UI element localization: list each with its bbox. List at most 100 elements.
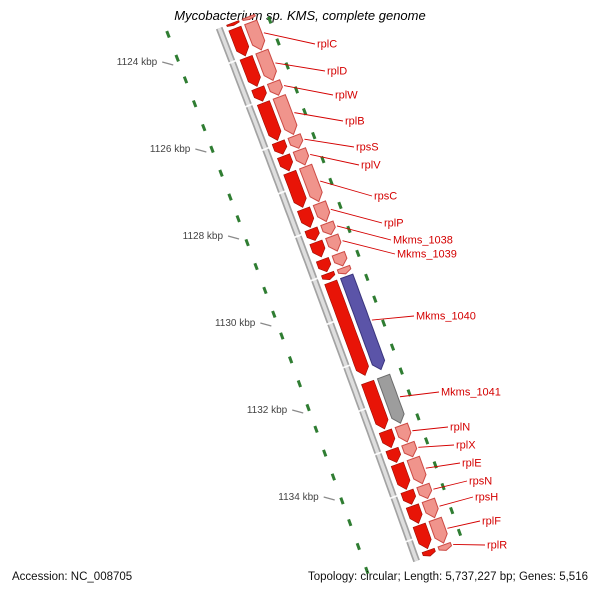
scale-tick-label: 1130 kbp — [215, 318, 256, 329]
gene-arrow-inner-cds-11[interactable] — [315, 257, 332, 273]
gene-arrow-outer-rpsS[interactable] — [287, 133, 304, 149]
gene-arrow-inner-rplW[interactable] — [251, 85, 267, 102]
gene-arrow-outer-rplW[interactable] — [266, 79, 283, 96]
scale-tick — [323, 496, 335, 501]
gene-label-Mkms_1039[interactable]: Mkms_1039 — [397, 249, 457, 261]
gene-arrow-inner-cds-0[interactable] — [226, 20, 240, 27]
gene-arrow-inner-rplC[interactable] — [228, 25, 250, 57]
gene-arrow-outer-rpsN[interactable] — [416, 482, 433, 500]
gene-arrow-outer-rplX[interactable] — [401, 440, 418, 458]
feature-tick-left — [288, 356, 294, 364]
gene-arrow-inner-rplP[interactable] — [297, 206, 315, 228]
gene-leader-rpsC — [320, 180, 373, 197]
gene-arrow-outer-cds-12[interactable] — [336, 264, 352, 275]
gene-arrow-outer-Mkms_1038[interactable] — [320, 220, 336, 236]
gene-arrow-inner-Mkms_1040[interactable] — [324, 279, 369, 376]
gene-label-Mkms_1041[interactable]: Mkms_1041 — [441, 387, 501, 399]
kbp-notch — [310, 277, 319, 282]
feature-tick-right — [372, 295, 378, 303]
gene-arrow-inner-rplB[interactable] — [256, 100, 282, 141]
gene-arrow-outer-rplV[interactable] — [292, 147, 310, 166]
gene-arrow-inner-rpsH[interactable] — [405, 503, 423, 524]
scale-tick-label: 1124 kbp — [117, 57, 158, 68]
gene-arrow-outer-Mkms_1040[interactable] — [339, 273, 386, 371]
gene-arrow-inner-rplD[interactable] — [239, 55, 261, 87]
gene-leader-rplD — [275, 62, 326, 72]
gene-leader-rplE — [425, 462, 461, 469]
gene-arrow-outer-rpsH[interactable] — [421, 497, 439, 519]
feature-tick-left — [165, 30, 171, 39]
kbp-notch — [244, 103, 253, 108]
gene-leader-rpsN — [433, 480, 468, 490]
feature-tick-left — [253, 262, 259, 271]
feature-tick-left — [271, 310, 277, 319]
gene-arrow-inner-cds-12[interactable] — [321, 270, 336, 281]
gene-arrow-inner-rpsC[interactable] — [283, 169, 307, 208]
feature-tick-left — [330, 473, 336, 481]
scale-tick-label: 1126 kbp — [150, 144, 191, 155]
feature-tick-left — [313, 425, 319, 434]
gene-arrow-outer-cds-11[interactable] — [331, 250, 348, 267]
gene-label-rplE[interactable]: rplE — [462, 458, 482, 470]
gene-arrow-inner-rplX[interactable] — [385, 446, 402, 463]
gene-label-rpsH[interactable]: rpsH — [475, 492, 498, 504]
gene-arrow-outer-rplR[interactable] — [437, 541, 453, 551]
gene-arrow-inner-Mkms_1038[interactable] — [304, 226, 320, 241]
feature-tick-left — [218, 169, 224, 177]
feature-tick-right — [381, 319, 387, 327]
kbp-notch — [294, 233, 303, 239]
gene-label-rplR[interactable]: rplR — [487, 540, 507, 552]
gene-label-rplX[interactable]: rplX — [456, 440, 476, 452]
gene-arrow-inner-rplF[interactable] — [412, 522, 432, 550]
gene-label-rpsN[interactable]: rpsN — [469, 476, 492, 488]
gene-label-Mkms_1038[interactable]: Mkms_1038 — [393, 235, 453, 247]
gene-leader-rplN — [412, 426, 449, 432]
gene-label-rpsC[interactable]: rpsC — [374, 191, 397, 203]
gene-arrow-outer-rpsC[interactable] — [298, 163, 323, 203]
gene-label-rplF[interactable]: rplF — [482, 516, 501, 528]
gene-arrow-outer-rplB[interactable] — [272, 93, 298, 136]
gene-arrow-inner-rpsN[interactable] — [400, 488, 417, 505]
scale-tick-label: 1134 kbp — [278, 492, 319, 503]
feature-tick-left — [296, 379, 302, 388]
gene-arrow-outer-rplE[interactable] — [406, 455, 427, 485]
gene-arrow-outer-cds-0[interactable] — [241, 13, 256, 22]
kbp-notch — [261, 146, 270, 152]
gene-arrow-inner-rplV[interactable] — [277, 153, 294, 172]
feature-tick-left — [322, 449, 328, 457]
gene-leader-Mkms_1038 — [336, 225, 392, 241]
gene-arrow-outer-rplN[interactable] — [394, 422, 412, 443]
feature-tick-right — [302, 107, 308, 116]
feature-tick-left — [235, 214, 241, 223]
gene-arrow-outer-Mkms_1039[interactable] — [325, 233, 342, 252]
gene-leader-rplR — [453, 544, 486, 546]
feature-tick-left — [209, 145, 215, 154]
gene-arrow-inner-Mkms_1041[interactable] — [361, 379, 389, 430]
gene-label-rplB[interactable]: rplB — [345, 116, 365, 128]
gene-arrow-outer-rplD[interactable] — [255, 48, 277, 82]
gene-arrow-inner-rplE[interactable] — [390, 461, 411, 490]
gene-label-rplW[interactable]: rplW — [335, 90, 358, 102]
gene-label-rplV[interactable]: rplV — [361, 160, 381, 172]
gene-arrow-inner-Mkms_1039[interactable] — [309, 239, 326, 258]
gene-label-rplD[interactable]: rplD — [327, 66, 347, 78]
gene-label-Mkms_1040[interactable]: Mkms_1040 — [416, 311, 476, 323]
feature-tick-right — [355, 249, 361, 258]
gene-arrow-outer-rplF[interactable] — [428, 516, 448, 544]
gene-arrow-outer-Mkms_1041[interactable] — [376, 373, 405, 424]
feature-tick-left — [227, 193, 233, 201]
gene-leader-rpsH — [439, 496, 474, 507]
status-bar: Accession: NC_008705 Topology: circular;… — [12, 571, 588, 583]
feature-tick-left — [279, 332, 285, 340]
gene-arrow-inner-rplN[interactable] — [378, 428, 396, 449]
feature-tick-left — [305, 403, 311, 412]
gene-arrow-outer-rplP[interactable] — [312, 200, 331, 223]
gene-arrow-outer-rplC[interactable] — [244, 19, 266, 51]
gene-arrow-inner-rpsS[interactable] — [271, 139, 288, 155]
gene-label-rplC[interactable]: rplC — [317, 39, 337, 51]
gene-label-rpsS[interactable]: rpsS — [356, 142, 379, 154]
gene-label-rplP[interactable]: rplP — [384, 218, 404, 230]
gene-label-rplN[interactable]: rplN — [450, 422, 470, 434]
gene-arrow-inner-rplR[interactable] — [421, 547, 436, 557]
